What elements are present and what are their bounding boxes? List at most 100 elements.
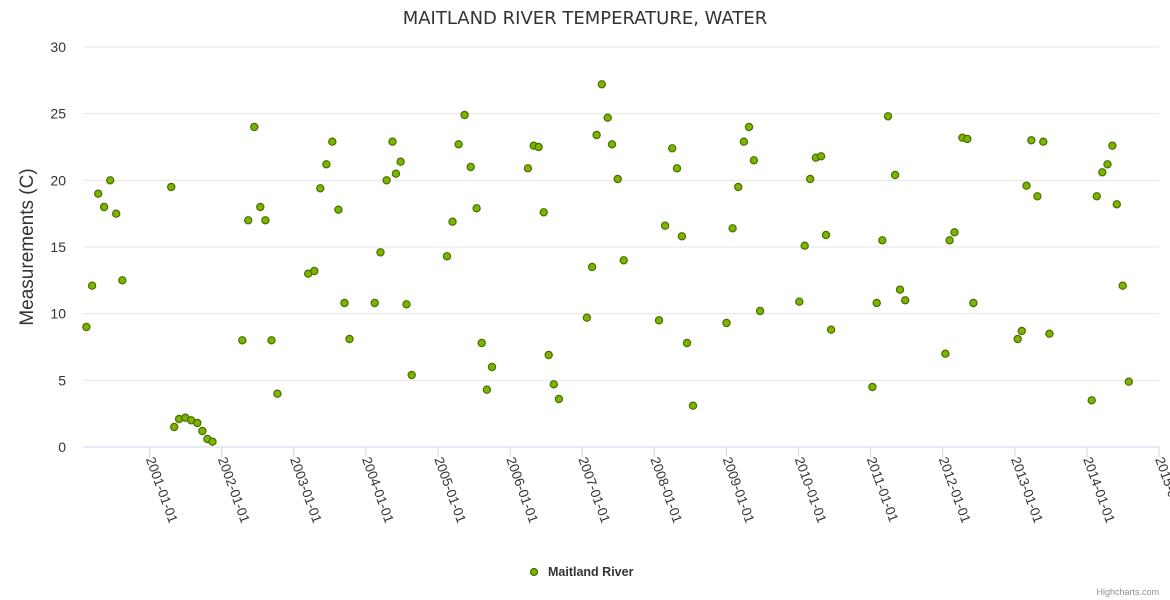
data-point[interactable]: [554, 394, 564, 404]
data-point[interactable]: [93, 189, 103, 198]
data-point[interactable]: [672, 164, 682, 173]
data-point[interactable]: [728, 224, 737, 233]
data-point[interactable]: [722, 318, 731, 328]
data-point[interactable]: [739, 137, 749, 146]
data-point[interactable]: [660, 221, 670, 230]
data-point[interactable]: [868, 382, 877, 392]
data-point[interactable]: [273, 389, 282, 398]
data-point[interactable]: [466, 162, 475, 172]
credits-link[interactable]: Highcharts.com: [1096, 587, 1159, 597]
data-point[interactable]: [872, 298, 881, 308]
data-point[interactable]: [1103, 160, 1112, 169]
data-point[interactable]: [1098, 168, 1107, 177]
data-point[interactable]: [749, 156, 759, 165]
data-point[interactable]: [969, 298, 978, 308]
data-point[interactable]: [597, 80, 607, 89]
data-point[interactable]: [261, 216, 270, 225]
data-point[interactable]: [370, 298, 379, 308]
data-point[interactable]: [111, 209, 121, 218]
legend-marker[interactable]: [529, 567, 539, 577]
data-point[interactable]: [654, 316, 664, 325]
data-point[interactable]: [945, 236, 954, 245]
data-point[interactable]: [800, 241, 809, 250]
data-point[interactable]: [442, 252, 452, 261]
data-point[interactable]: [328, 137, 337, 146]
data-point[interactable]: [487, 362, 497, 372]
data-point[interactable]: [477, 338, 486, 348]
data-point[interactable]: [407, 370, 416, 380]
data-point[interactable]: [472, 204, 481, 213]
data-point[interactable]: [1027, 136, 1036, 145]
data-point[interactable]: [613, 174, 622, 184]
data-point[interactable]: [334, 205, 343, 214]
data-point[interactable]: [402, 300, 411, 309]
data-point[interactable]: [755, 306, 765, 316]
data-point[interactable]: [376, 248, 385, 257]
data-point[interactable]: [250, 122, 259, 132]
data-point[interactable]: [1118, 281, 1127, 290]
data-point[interactable]: [1087, 396, 1096, 405]
data-point[interactable]: [826, 325, 836, 334]
data-point[interactable]: [316, 184, 325, 193]
data-point[interactable]: [1108, 141, 1117, 150]
data-point[interactable]: [118, 276, 127, 285]
data-point[interactable]: [682, 338, 692, 348]
data-point[interactable]: [901, 296, 910, 305]
data-point[interactable]: [1112, 200, 1122, 209]
data-point[interactable]: [878, 236, 887, 245]
data-point[interactable]: [388, 137, 397, 146]
data-point[interactable]: [1124, 377, 1134, 386]
data-point[interactable]: [1092, 192, 1102, 201]
data-point[interactable]: [895, 285, 905, 294]
data-point[interactable]: [454, 140, 463, 149]
data-point[interactable]: [549, 380, 559, 389]
data-point[interactable]: [890, 170, 900, 180]
data-point[interactable]: [310, 266, 319, 276]
data-point[interactable]: [734, 182, 743, 192]
data-point[interactable]: [391, 169, 401, 178]
data-point[interactable]: [1022, 181, 1031, 190]
legend[interactable]: Maitland River: [529, 565, 634, 579]
data-point[interactable]: [950, 228, 959, 237]
data-point[interactable]: [806, 174, 815, 184]
data-point[interactable]: [603, 113, 612, 122]
data-point[interactable]: [169, 422, 179, 432]
data-point[interactable]: [256, 202, 265, 212]
data-point[interactable]: [1017, 326, 1027, 336]
data-point[interactable]: [345, 334, 354, 344]
data-point[interactable]: [1039, 137, 1048, 146]
data-point[interactable]: [744, 122, 754, 132]
data-point[interactable]: [243, 216, 253, 225]
data-point[interactable]: [208, 437, 217, 446]
data-point[interactable]: [587, 262, 597, 272]
legend-item-maitland-river[interactable]: Maitland River: [548, 565, 634, 579]
data-point[interactable]: [82, 322, 91, 332]
data-point[interactable]: [105, 176, 115, 185]
data-point[interactable]: [582, 313, 592, 322]
data-point[interactable]: [166, 182, 176, 192]
data-point[interactable]: [382, 176, 391, 185]
data-point[interactable]: [534, 142, 543, 152]
data-point[interactable]: [1013, 334, 1022, 344]
data-point[interactable]: [816, 152, 826, 161]
data-point[interactable]: [340, 298, 349, 308]
data-point[interactable]: [592, 130, 601, 140]
data-point[interactable]: [688, 401, 698, 410]
data-point[interactable]: [668, 144, 677, 153]
data-point[interactable]: [322, 160, 331, 169]
data-point[interactable]: [883, 112, 893, 121]
data-point[interactable]: [460, 110, 469, 120]
data-point[interactable]: [267, 336, 276, 345]
data-point[interactable]: [523, 164, 533, 173]
data-point[interactable]: [963, 134, 972, 144]
data-point[interactable]: [99, 202, 109, 212]
data-point[interactable]: [544, 350, 553, 360]
data-point[interactable]: [87, 281, 97, 290]
data-point[interactable]: [198, 426, 207, 436]
data-point[interactable]: [396, 157, 405, 166]
data-point[interactable]: [1045, 329, 1054, 338]
data-point[interactable]: [448, 217, 457, 226]
data-point[interactable]: [238, 336, 247, 345]
data-point[interactable]: [821, 230, 831, 240]
data-point[interactable]: [193, 418, 202, 428]
